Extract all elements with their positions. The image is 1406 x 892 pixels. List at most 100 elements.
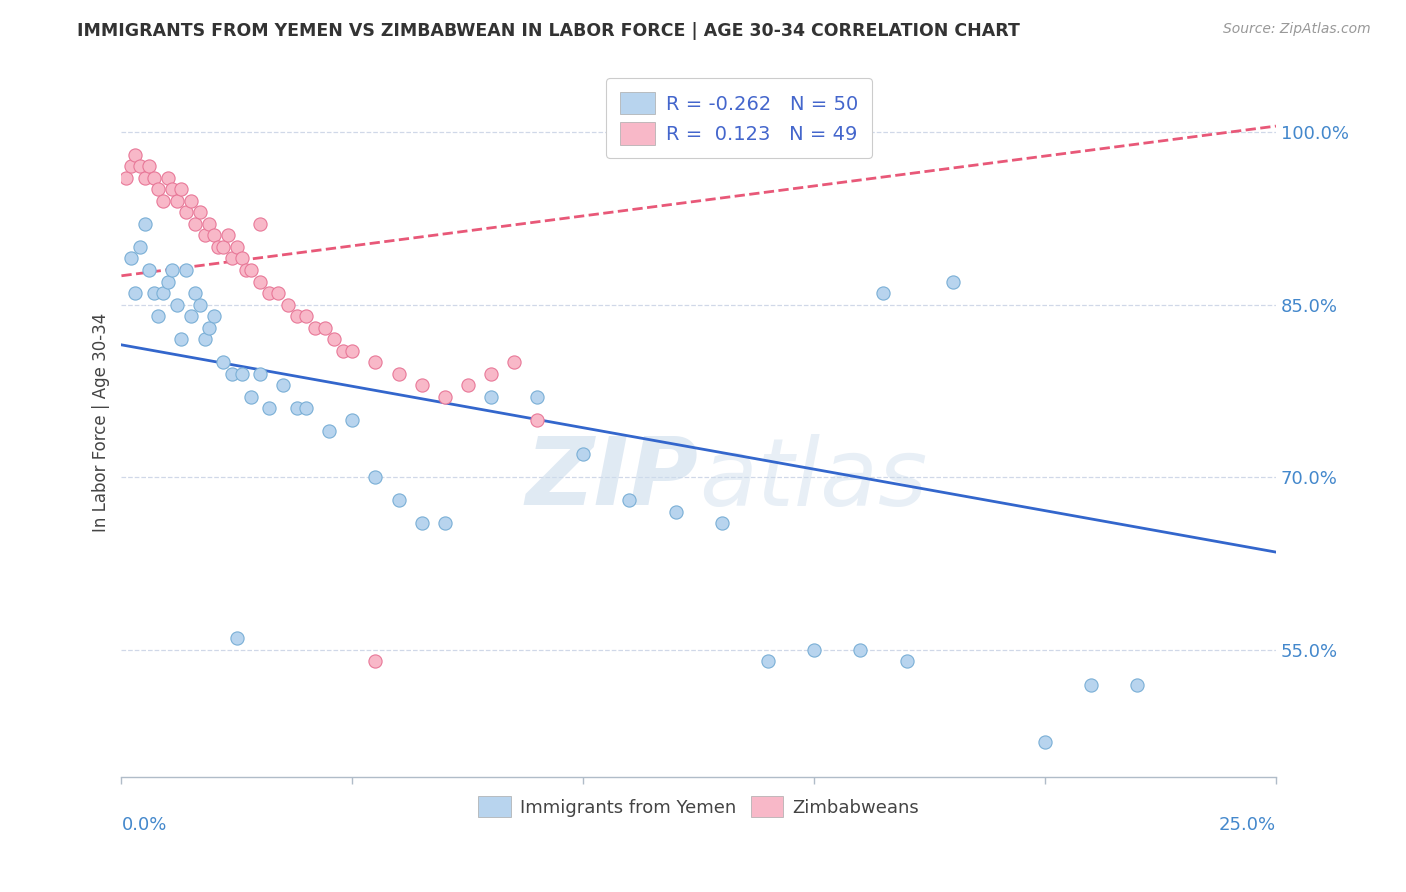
Point — [174, 263, 197, 277]
Point — [193, 228, 215, 243]
Point — [231, 367, 253, 381]
Point — [387, 493, 409, 508]
Point — [166, 194, 188, 208]
Point — [433, 516, 456, 531]
Point — [180, 309, 202, 323]
Point — [1126, 677, 1149, 691]
Point — [277, 297, 299, 311]
Point — [332, 343, 354, 358]
Point — [166, 297, 188, 311]
Point — [212, 240, 235, 254]
Point — [162, 182, 184, 196]
Text: Source: ZipAtlas.com: Source: ZipAtlas.com — [1223, 22, 1371, 37]
Point — [202, 228, 225, 243]
Point — [387, 367, 409, 381]
Point — [411, 378, 433, 392]
Point — [479, 390, 502, 404]
Point — [170, 332, 193, 346]
Point — [295, 309, 318, 323]
Point — [619, 493, 641, 508]
Point — [249, 217, 271, 231]
Point — [271, 378, 294, 392]
Y-axis label: In Labor Force | Age 30-34: In Labor Force | Age 30-34 — [93, 313, 110, 533]
Text: ZIP: ZIP — [526, 434, 699, 525]
Point — [148, 182, 170, 196]
Point — [115, 170, 138, 185]
Point — [221, 252, 243, 266]
Point — [803, 643, 825, 657]
Point — [162, 263, 184, 277]
Point — [202, 309, 225, 323]
Point — [249, 275, 271, 289]
Point — [665, 505, 688, 519]
Point — [314, 320, 336, 334]
Point — [249, 367, 271, 381]
Point — [257, 401, 280, 416]
Point — [142, 170, 165, 185]
Point — [156, 170, 179, 185]
Point — [239, 263, 262, 277]
Point — [235, 263, 257, 277]
Point — [124, 148, 146, 162]
Point — [433, 390, 456, 404]
Point — [156, 275, 179, 289]
Point — [1080, 677, 1102, 691]
Point — [942, 275, 965, 289]
Point — [138, 263, 160, 277]
Point — [267, 286, 290, 301]
Point — [710, 516, 733, 531]
Point — [198, 217, 221, 231]
Point — [756, 655, 779, 669]
Point — [134, 170, 156, 185]
Point — [342, 413, 364, 427]
Text: 25.0%: 25.0% — [1219, 815, 1277, 833]
Point — [457, 378, 479, 392]
Point — [225, 632, 247, 646]
Point — [411, 516, 433, 531]
Point — [170, 182, 193, 196]
Point — [231, 252, 253, 266]
Point — [188, 297, 211, 311]
Point — [872, 286, 894, 301]
Point — [849, 643, 872, 657]
Point — [142, 286, 165, 301]
Point — [364, 655, 387, 669]
Point — [180, 194, 202, 208]
Point — [134, 217, 156, 231]
Point — [207, 240, 229, 254]
Point — [193, 332, 215, 346]
Point — [572, 447, 595, 461]
Point — [225, 240, 247, 254]
Point — [124, 286, 146, 301]
Text: atlas: atlas — [699, 434, 927, 524]
Point — [148, 309, 170, 323]
Point — [342, 343, 364, 358]
Point — [896, 655, 918, 669]
Point — [364, 470, 387, 484]
Point — [198, 320, 221, 334]
Point — [184, 217, 207, 231]
Point — [503, 355, 526, 369]
Point — [221, 367, 243, 381]
Point — [129, 240, 152, 254]
Point — [138, 160, 160, 174]
Point — [318, 424, 340, 438]
Point — [188, 205, 211, 219]
Point — [364, 355, 387, 369]
Legend: Immigrants from Yemen, Zimbabweans: Immigrants from Yemen, Zimbabweans — [471, 789, 927, 824]
Point — [120, 252, 142, 266]
Point — [152, 286, 174, 301]
Point — [152, 194, 174, 208]
Point — [212, 355, 235, 369]
Text: 0.0%: 0.0% — [121, 815, 167, 833]
Point — [217, 228, 239, 243]
Point — [129, 160, 152, 174]
Point — [322, 332, 344, 346]
Point — [239, 390, 262, 404]
Text: IMMIGRANTS FROM YEMEN VS ZIMBABWEAN IN LABOR FORCE | AGE 30-34 CORRELATION CHART: IMMIGRANTS FROM YEMEN VS ZIMBABWEAN IN L… — [77, 22, 1021, 40]
Point — [295, 401, 318, 416]
Point — [184, 286, 207, 301]
Point — [1033, 735, 1056, 749]
Point — [304, 320, 326, 334]
Point — [257, 286, 280, 301]
